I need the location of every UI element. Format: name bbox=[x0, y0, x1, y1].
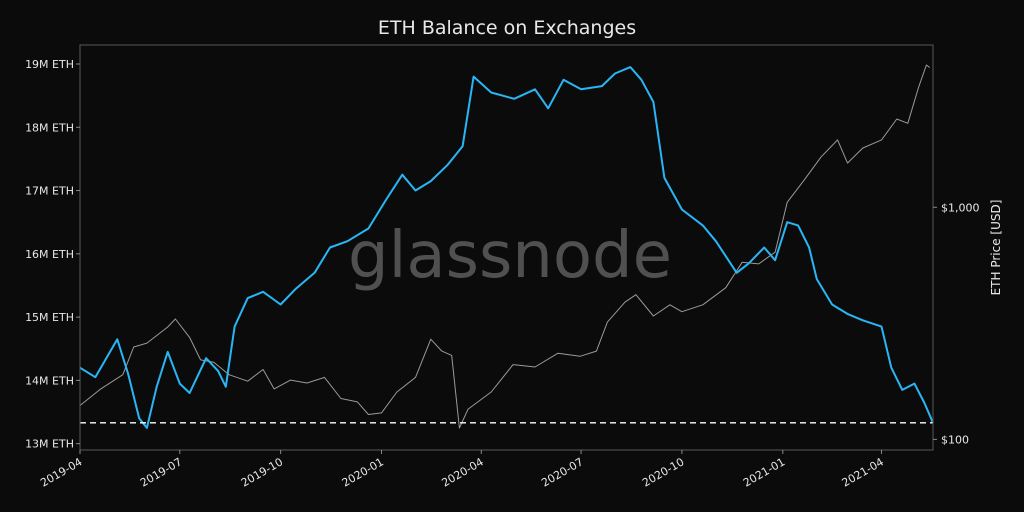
y-left-tick-label: 13M ETH bbox=[25, 438, 74, 451]
plot-area bbox=[79, 64, 934, 429]
y-right-tick-label: $100 bbox=[941, 433, 969, 446]
y-right-tick-label: $1,000 bbox=[941, 201, 980, 214]
y-left-tick-label: 17M ETH bbox=[25, 185, 74, 198]
y-left-tick-label: 19M ETH bbox=[25, 58, 74, 71]
series-line-eth-price bbox=[79, 64, 931, 429]
chart-title: ETH Balance on Exchanges bbox=[378, 17, 636, 39]
y-axis-right-label: ETH Price [USD] bbox=[989, 200, 1003, 296]
plot-frame bbox=[79, 44, 934, 451]
y-left-tick-label: 18M ETH bbox=[25, 121, 74, 134]
y-left-tick-label: 15M ETH bbox=[25, 311, 74, 324]
watermark-logo: glassnode bbox=[348, 219, 672, 293]
y-left-tick-label: 16M ETH bbox=[25, 248, 74, 261]
y-axis-right: $100 $1,000 bbox=[933, 201, 980, 446]
y-left-tick-label: 14M ETH bbox=[25, 374, 74, 387]
series-line-eth-balance bbox=[79, 66, 934, 429]
y-axis-left: 13M ETH 14M ETH 15M ETH 16M ETH 17M ETH 18M E… bbox=[25, 58, 80, 451]
